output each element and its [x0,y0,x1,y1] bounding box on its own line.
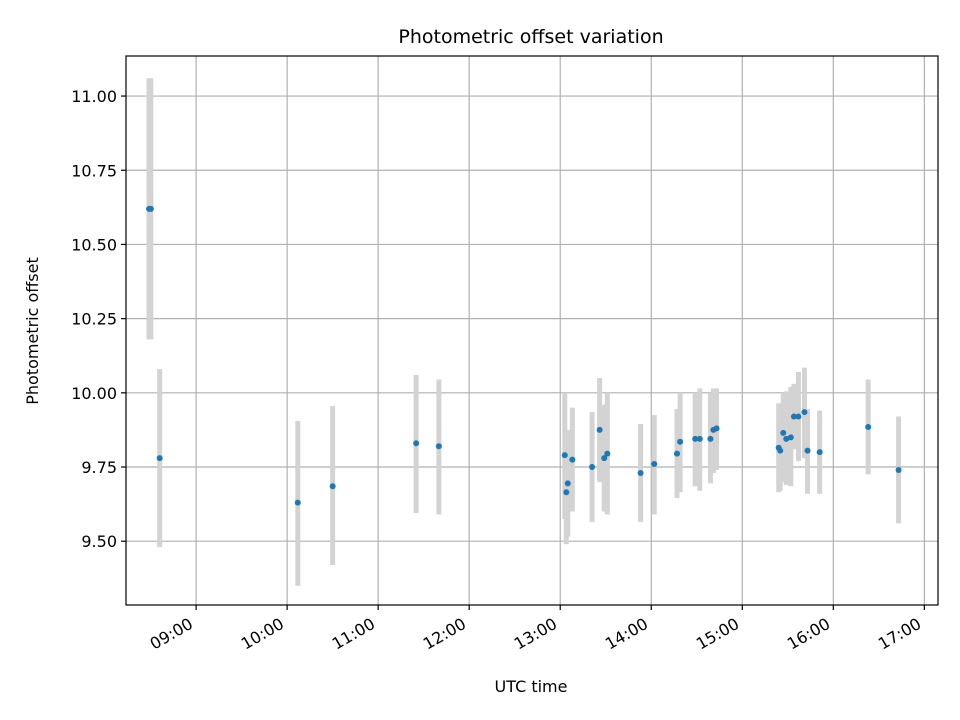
data-point [413,440,420,447]
data-point [816,449,823,456]
data-point [601,455,608,462]
grid [126,56,938,605]
data-point [801,409,808,416]
data-point [156,455,163,462]
data-point [780,429,787,436]
y-axis-ticks: 9.50 9.75 10.00 10.25 10.50 10.75 11.00 [71,87,126,551]
data-point [674,450,681,457]
x-axis-label: UTC time [495,677,568,696]
data-point [804,447,811,454]
y-tick-label: 10.00 [71,384,117,403]
data-point [147,205,154,212]
data-point [783,435,790,442]
chart-title: Photometric offset variation [398,26,663,48]
data-point [563,489,570,496]
y-tick-label: 9.75 [81,458,117,477]
y-tick-label: 9.50 [81,532,117,551]
data-point [790,413,797,420]
data-point [787,434,794,441]
data-point [637,469,644,476]
data-point [651,461,658,468]
data-point [561,452,568,459]
data-point [596,426,603,433]
data-point [696,435,703,442]
plot-area-frame [125,55,939,606]
data-point [435,443,442,450]
data-point [795,413,802,420]
data-point [713,425,720,432]
data-point [707,435,714,442]
y-tick-label: 11.00 [71,87,117,106]
data-point [294,499,301,506]
data-point [604,450,611,457]
data-points [146,205,902,506]
data-point [589,464,596,471]
data-point [329,483,336,490]
data-point [677,438,684,445]
data-point [777,447,784,454]
data-point [692,435,699,442]
y-tick-label: 10.50 [71,235,117,254]
y-tick-label: 10.25 [71,310,117,329]
data-point [569,456,576,463]
y-axis-label: Photometric offset [23,257,42,405]
data-point [564,480,571,487]
data-point [865,423,872,430]
data-point [895,466,902,473]
y-tick-label: 10.75 [71,161,117,180]
